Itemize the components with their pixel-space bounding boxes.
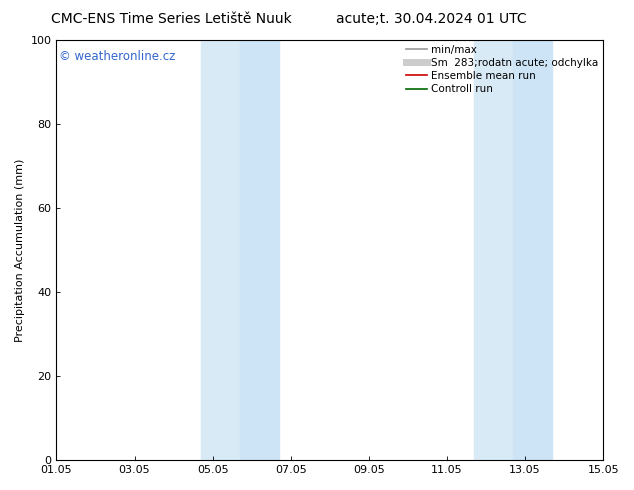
- Bar: [201, 40, 240, 460]
- Bar: [514, 40, 552, 460]
- Text: © weatheronline.cz: © weatheronline.cz: [59, 50, 176, 63]
- Text: acute;t. 30.04.2024 01 UTC: acute;t. 30.04.2024 01 UTC: [336, 12, 526, 26]
- Bar: [240, 40, 279, 460]
- Text: CMC-ENS Time Series Letiště Nuuk: CMC-ENS Time Series Letiště Nuuk: [51, 12, 292, 26]
- Y-axis label: Precipitation Accumulation (mm): Precipitation Accumulation (mm): [15, 158, 25, 342]
- Legend: min/max, Sm  283;rodatn acute; odchylka, Ensemble mean run, Controll run: min/max, Sm 283;rodatn acute; odchylka, …: [406, 45, 598, 94]
- Bar: [474, 40, 514, 460]
